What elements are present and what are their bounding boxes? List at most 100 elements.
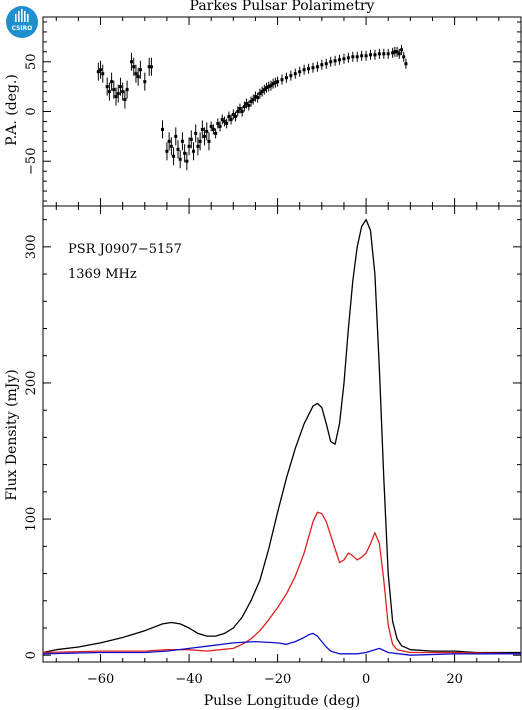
pa-point: [107, 90, 111, 94]
pa-point: [203, 134, 207, 138]
pa-point: [167, 139, 171, 143]
pa-point: [218, 124, 222, 128]
pa-point: [360, 54, 364, 58]
pa-point: [225, 121, 229, 125]
pa-point: [222, 119, 226, 123]
pa-point: [242, 105, 246, 109]
pa-panel: −50 0 50: [24, 16, 522, 207]
pa-point: [149, 65, 153, 69]
pa-point: [329, 60, 333, 64]
pa-point: [249, 100, 253, 104]
pa-point: [191, 149, 195, 153]
pa-point: [238, 107, 242, 111]
csiro-logo-bars-icon: [15, 9, 29, 22]
pa-point: [256, 96, 260, 100]
pa-point: [176, 147, 180, 151]
pa-frame: [42, 16, 522, 207]
flux-ylabel: Flux Density (mJy): [4, 369, 20, 500]
pa-point: [373, 53, 377, 57]
pa-point: [105, 85, 109, 89]
pa-point: [189, 137, 193, 141]
pa-point: [110, 80, 114, 84]
pa-point: [116, 92, 120, 96]
pa-point: [207, 139, 211, 143]
linear-polarization-line: [42, 511, 522, 655]
pa-point: [211, 127, 215, 131]
pa-point: [196, 144, 200, 148]
pa-point: [386, 52, 390, 56]
pa-point: [351, 55, 355, 59]
flux-xtick-label: 20: [446, 672, 463, 687]
flux-xlabel: Pulse Longitude (deg): [204, 693, 361, 709]
pa-point: [194, 131, 198, 135]
pa-point: [271, 82, 275, 86]
pa-point: [134, 72, 138, 76]
pa-point: [185, 159, 189, 163]
pa-point: [101, 72, 105, 76]
top-chart-title: Parkes Pulsar Polarimetry: [190, 0, 375, 14]
flux-frame: [42, 205, 522, 663]
pa-point: [382, 52, 386, 56]
pa-point: [311, 66, 315, 70]
pa-ytick-label: 0: [24, 107, 39, 115]
pa-point: [147, 65, 151, 69]
pa-point: [183, 151, 187, 155]
pa-point: [125, 88, 129, 92]
pa-point: [187, 144, 191, 148]
pa-point: [397, 52, 401, 56]
pa-point: [178, 157, 182, 161]
pa-point: [338, 58, 342, 62]
pa-point: [161, 127, 164, 131]
pa-point: [315, 65, 319, 69]
pa-point: [112, 88, 116, 92]
pa-point: [269, 84, 273, 88]
pa-point: [143, 80, 147, 84]
pa-point: [262, 88, 266, 92]
pa-point: [169, 144, 173, 148]
pa-point: [214, 131, 218, 135]
pa-point: [240, 110, 244, 113]
pa-point: [200, 127, 204, 131]
pulsar-name-label: PSR J0907−5157: [68, 242, 182, 257]
total-intensity-line: [42, 218, 521, 654]
pa-point: [395, 50, 399, 54]
pa-ytick-label: 50: [24, 53, 39, 70]
pa-point: [180, 139, 184, 143]
pa-point: [216, 121, 220, 125]
pa-point: [251, 98, 255, 102]
pa-point: [209, 124, 213, 128]
pa-point: [258, 92, 262, 96]
pa-point: [402, 55, 406, 59]
pa-point: [302, 68, 306, 72]
pa-point: [346, 56, 350, 60]
pa-point: [333, 59, 337, 63]
pa-point: [130, 60, 134, 64]
pa-point: [260, 90, 264, 94]
csiro-logo: CSIRO: [6, 6, 38, 38]
circular-polarization-line: [42, 632, 521, 656]
pa-point: [342, 57, 346, 61]
pa-point: [245, 102, 249, 106]
pa-point: [324, 62, 328, 66]
pa-point: [234, 114, 238, 118]
pa-point: [227, 114, 231, 118]
pa-point: [247, 104, 251, 108]
pa-point: [231, 112, 235, 116]
flux-xtick-label: −60: [87, 672, 114, 687]
flux-xtick-label: 0: [362, 672, 370, 687]
pa-point: [276, 80, 280, 84]
frequency-label: 1369 MHz: [68, 267, 137, 282]
pa-point: [236, 110, 240, 113]
pa-point: [138, 68, 142, 72]
flux-xtick-label: −20: [264, 672, 291, 687]
pa-point: [205, 129, 209, 133]
pa-point: [220, 117, 224, 121]
pa-point: [273, 81, 277, 85]
pa-point: [391, 51, 395, 55]
pa-point: [404, 62, 408, 66]
pa-point: [377, 52, 381, 56]
pa-point: [289, 74, 293, 78]
pa-point: [99, 68, 103, 72]
